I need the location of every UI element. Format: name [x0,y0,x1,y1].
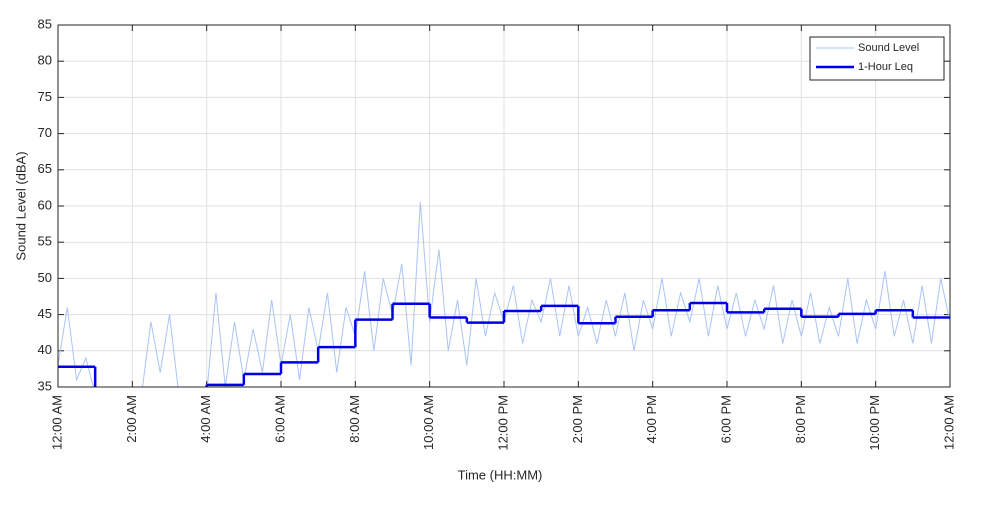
y-tick-label: 70 [38,125,52,140]
x-tick-label: 12:00 PM [495,395,510,451]
y-axis-label: Sound Level (dBA) [13,151,28,260]
x-tick-label: 6:00 AM [272,395,287,443]
x-tick-label: 10:00 PM [867,395,882,451]
legend-label: 1-Hour Leq [858,61,913,73]
x-tick-label: 8:00 AM [347,395,362,443]
y-tick-label: 60 [38,197,52,212]
x-tick-label: 12:00 AM [49,395,64,450]
plot-area [58,202,950,387]
y-tick-label: 35 [38,378,52,393]
y-tick-label: 50 [38,270,52,285]
y-tick-label: 55 [38,234,52,249]
x-tick-label: 8:00 PM [793,395,808,443]
y-tick-label: 85 [38,16,52,31]
x-tick-label: 4:00 AM [198,395,213,443]
y-tick-label: 80 [38,53,52,68]
legend-box [809,36,945,81]
x-axis-label: Time (HH:MM) [458,467,543,482]
legend-label: Sound Level [858,42,919,54]
x-tick-label: 2:00 PM [570,395,585,443]
x-tick-label: 2:00 AM [124,395,139,443]
y-tick-label: 45 [38,306,52,321]
x-tick-label: 4:00 PM [644,395,659,443]
x-tick-label: 12:00 AM [941,395,956,450]
y-tick-label: 65 [38,161,52,176]
plot-frame [57,24,951,388]
x-tick-label: 6:00 PM [718,395,733,443]
y-tick-label: 75 [38,89,52,104]
x-tick-label: 10:00 AM [421,395,436,450]
y-tick-label: 40 [38,342,52,357]
